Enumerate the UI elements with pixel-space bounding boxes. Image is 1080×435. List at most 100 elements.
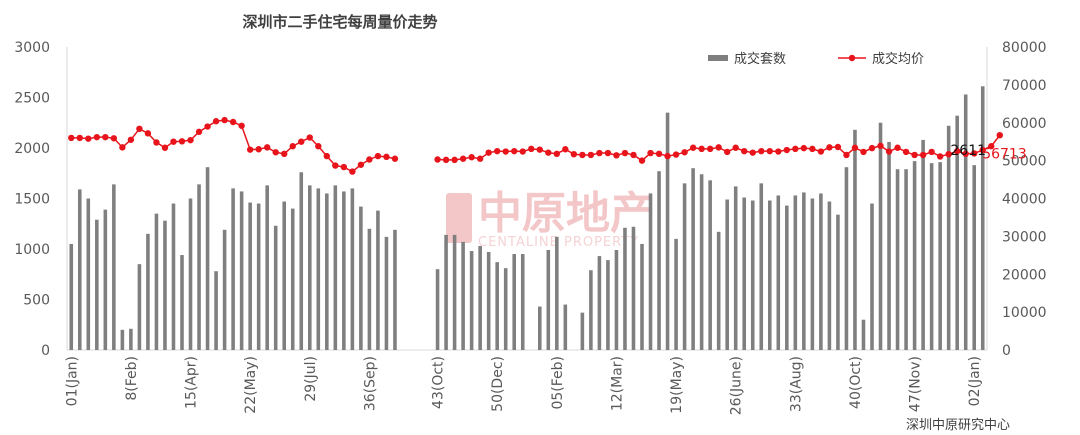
- bar: [785, 205, 789, 350]
- bar: [393, 229, 397, 350]
- bar: [631, 226, 636, 350]
- y-tick-left: 0: [41, 343, 50, 359]
- bar: [819, 193, 823, 350]
- price-marker: [263, 144, 271, 151]
- bar: [69, 243, 74, 350]
- bar: [205, 167, 210, 350]
- line-data-label: 56713: [982, 146, 1027, 162]
- y-tick-right: 0: [1002, 343, 1011, 359]
- bar: [699, 174, 704, 350]
- bar: [563, 304, 568, 350]
- price-marker: [792, 145, 799, 153]
- price-marker: [383, 153, 390, 161]
- price-marker: [553, 150, 561, 158]
- price-marker: [289, 143, 296, 150]
- bar: [827, 201, 832, 350]
- bar: [938, 162, 942, 350]
- y-tick-right: 80000: [1002, 40, 1047, 56]
- price-marker: [775, 148, 782, 155]
- price-marker: [459, 155, 467, 162]
- price-marker: [783, 146, 791, 154]
- price-marker: [119, 144, 126, 151]
- price-marker: [519, 148, 526, 155]
- price-marker: [476, 155, 484, 162]
- bar: [444, 234, 448, 350]
- bar: [623, 227, 627, 350]
- bar: [767, 200, 772, 350]
- price-marker: [579, 151, 586, 159]
- price-marker: [298, 138, 305, 145]
- price-marker: [528, 145, 535, 153]
- price-marker: [170, 138, 177, 145]
- bar: [290, 208, 295, 350]
- x-tick-label: 40(Oct): [848, 356, 864, 409]
- bar: [171, 203, 176, 350]
- y-tick-right: 50000: [1002, 154, 1047, 170]
- price-marker: [153, 139, 160, 146]
- price-marker: [843, 151, 850, 159]
- bar: [691, 168, 695, 350]
- bar: [495, 262, 499, 350]
- x-tick-label: 15(Apr): [184, 356, 200, 409]
- bar: [231, 188, 235, 350]
- price-marker: [102, 133, 109, 141]
- price-marker: [246, 146, 254, 153]
- bar: [648, 193, 653, 350]
- price-marker: [698, 145, 705, 153]
- price-marker: [391, 155, 399, 162]
- axes: [66, 47, 988, 351]
- bar: [520, 254, 525, 350]
- price-marker: [672, 151, 680, 158]
- y-tick-left: 500: [23, 293, 50, 309]
- bar: [265, 185, 269, 350]
- price-marker: [204, 123, 211, 130]
- price-marker: [323, 152, 331, 160]
- bar: [367, 228, 372, 350]
- x-tick-label: 50(Dec): [490, 356, 506, 412]
- bar: [861, 319, 866, 350]
- bar: [137, 264, 142, 350]
- price-marker: [221, 116, 228, 124]
- price-marker: [349, 168, 356, 175]
- price-marker: [238, 122, 245, 129]
- y-tick-right: 30000: [1002, 229, 1047, 245]
- price-marker: [613, 152, 620, 159]
- bar: [273, 225, 278, 350]
- price-marker: [689, 144, 697, 151]
- bar: [188, 198, 193, 350]
- x-tick-label: 19(May): [669, 356, 685, 414]
- bar: [844, 167, 849, 350]
- bar: [853, 129, 857, 350]
- price-marker: [723, 148, 731, 156]
- x-tick-label: 12(Mar): [609, 356, 625, 411]
- price-marker: [212, 118, 220, 125]
- bar: [163, 220, 167, 350]
- price-marker: [877, 142, 884, 150]
- y-axis-left: 0 500 1000 1500 2000 2500 3000: [14, 40, 50, 359]
- y-tick-left: 2000: [14, 141, 50, 157]
- bar: [435, 269, 440, 350]
- price-marker: [758, 147, 765, 155]
- legend: 成交套数 成交均价: [708, 51, 924, 67]
- bar: [342, 191, 346, 350]
- price-marker: [68, 134, 75, 142]
- price-marker: [366, 156, 373, 163]
- price-marker: [919, 151, 927, 159]
- x-tick-label: 43(Oct): [431, 356, 447, 409]
- price-marker: [127, 136, 135, 143]
- watermark-logo-icon: [446, 193, 472, 243]
- bar: [776, 195, 781, 350]
- price-marker: [885, 148, 893, 155]
- price-marker: [357, 161, 365, 168]
- bar: [614, 250, 619, 350]
- price-marker: [85, 135, 92, 142]
- bar-data-label: 2611: [950, 143, 986, 159]
- price-marker: [374, 152, 382, 160]
- price-marker: [315, 143, 322, 150]
- price-marker: [834, 143, 842, 151]
- price-marker: [587, 151, 595, 159]
- price-marker: [638, 157, 646, 164]
- price-marker: [144, 130, 152, 137]
- y-tick-right: 10000: [1002, 305, 1047, 321]
- bar: [350, 188, 355, 350]
